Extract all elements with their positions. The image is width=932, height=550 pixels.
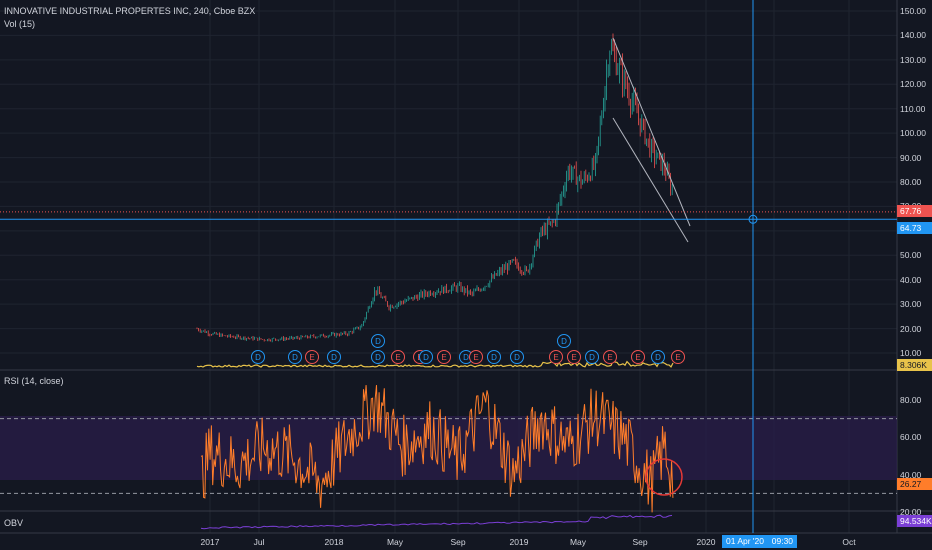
earnings-marker bbox=[549, 350, 563, 364]
rsi-series bbox=[200, 385, 674, 513]
price-tick: 110.00 bbox=[900, 103, 926, 114]
event-marker-label: D bbox=[255, 353, 261, 362]
crosshair-time: 09:30 bbox=[771, 536, 794, 546]
event-marker-label: E bbox=[675, 353, 680, 362]
event-marker-label: E bbox=[473, 353, 478, 362]
time-tick: 2019 bbox=[509, 537, 529, 547]
dividend-marker bbox=[651, 350, 665, 364]
dividend-marker bbox=[371, 350, 385, 364]
price-tick: 120.00 bbox=[900, 79, 926, 90]
event-marker-label: D bbox=[589, 353, 595, 362]
highlight-circle bbox=[645, 458, 683, 496]
dividend-marker bbox=[585, 350, 599, 364]
dividend-marker bbox=[557, 334, 571, 348]
time-tick: Jul bbox=[253, 537, 265, 547]
price-candles bbox=[196, 33, 673, 343]
time-tick: 2018 bbox=[324, 537, 344, 547]
rsi-title: RSI (14, close) bbox=[4, 376, 64, 386]
time-tick: 2017 bbox=[200, 537, 220, 547]
event-marker-label: E bbox=[635, 353, 640, 362]
price-tick: 50.00 bbox=[900, 250, 922, 261]
wedge-upper-trendline bbox=[612, 37, 691, 227]
obv-title: OBV bbox=[4, 518, 24, 528]
volume-line bbox=[196, 360, 674, 368]
price-tick: 10.00 bbox=[900, 348, 922, 358]
rsi-tick: 60.00 bbox=[900, 432, 922, 443]
price-tick: 30.00 bbox=[900, 299, 922, 310]
event-marker-label: E bbox=[441, 353, 446, 362]
last-price-badge: 67.76 bbox=[897, 205, 932, 217]
chart-overlays bbox=[0, 0, 897, 533]
time-tick: 2020 bbox=[696, 537, 716, 547]
crosshair-price-badge: 64.73 bbox=[897, 222, 932, 234]
price-tick: 150.00 bbox=[900, 6, 926, 16]
symbol-title: INNOVATIVE INDUSTRIAL PROPERTES INC, 240… bbox=[4, 6, 256, 16]
price-tick: 20.00 bbox=[900, 323, 922, 334]
dividend-marker bbox=[251, 350, 265, 364]
earnings-marker bbox=[469, 350, 483, 364]
event-marker-label: E bbox=[553, 353, 558, 362]
rsi-line bbox=[200, 385, 674, 513]
time-tick: Oct bbox=[842, 537, 856, 547]
dividend-marker bbox=[487, 350, 501, 364]
event-marker-label: D bbox=[292, 353, 298, 362]
price-tick: 80.00 bbox=[900, 177, 922, 187]
earnings-marker bbox=[437, 350, 451, 364]
event-marker-label: D bbox=[331, 353, 337, 362]
earnings-marker bbox=[567, 350, 581, 364]
earnings-marker bbox=[603, 350, 617, 364]
crosshair-point bbox=[748, 214, 758, 224]
rsi-band-lines bbox=[0, 418, 897, 494]
event-marker-label: D bbox=[491, 353, 497, 362]
rsi-tick: 80.00 bbox=[900, 395, 922, 405]
rsi-badge: 26.27 bbox=[897, 478, 932, 490]
volume-badge: 8.306K bbox=[897, 359, 932, 371]
event-marker-label: D bbox=[561, 337, 567, 346]
event-marker-label: D bbox=[514, 353, 520, 362]
obv-badge: 94.534K bbox=[897, 515, 932, 527]
dividend-marker bbox=[510, 350, 524, 364]
event-marker-label: D bbox=[375, 353, 381, 362]
dividend-marker bbox=[419, 350, 433, 364]
event-marker-label: E bbox=[395, 353, 400, 362]
earnings-marker bbox=[391, 350, 405, 364]
obv-line bbox=[200, 514, 673, 530]
event-marker-label: D bbox=[423, 353, 429, 362]
dividend-marker bbox=[288, 350, 302, 364]
price-tick: 90.00 bbox=[900, 152, 922, 163]
time-tick: Sep bbox=[450, 537, 466, 547]
event-marker-label: D bbox=[655, 353, 661, 362]
price-tick: 100.00 bbox=[900, 128, 926, 139]
volume-series bbox=[196, 360, 674, 368]
earnings-marker bbox=[631, 350, 645, 364]
dividend-marker bbox=[327, 350, 341, 364]
event-marker-label: E bbox=[309, 353, 314, 362]
crosshair-date: 01 Apr '20 bbox=[726, 536, 765, 546]
rsi-tick: 40.00 bbox=[900, 469, 922, 480]
dividend-marker bbox=[371, 334, 385, 348]
time-tick: May bbox=[386, 537, 404, 547]
price-tick: 130.00 bbox=[900, 54, 926, 65]
time-tick: May bbox=[569, 537, 587, 547]
volume-title: Vol (15) bbox=[4, 19, 36, 29]
event-marker-label: E bbox=[571, 353, 576, 362]
event-marker-label: D bbox=[375, 337, 381, 346]
event-marker-label: D bbox=[463, 353, 469, 362]
earnings-marker bbox=[671, 350, 685, 364]
price-tick: 140.00 bbox=[900, 30, 926, 41]
crosshair-date-badge: 01 Apr '20 09:30 bbox=[722, 535, 798, 548]
time-tick: Sep bbox=[632, 537, 648, 547]
earnings-marker bbox=[305, 350, 319, 364]
event-markers: DDEDDEEDEDEDDEEDEEDEDD bbox=[251, 334, 685, 364]
obv-series bbox=[200, 514, 673, 530]
event-marker-label: E bbox=[607, 353, 612, 362]
wedge-lower-trendline bbox=[612, 117, 689, 243]
price-tick: 40.00 bbox=[900, 274, 922, 285]
rsi-tick: 20.00 bbox=[900, 507, 922, 517]
